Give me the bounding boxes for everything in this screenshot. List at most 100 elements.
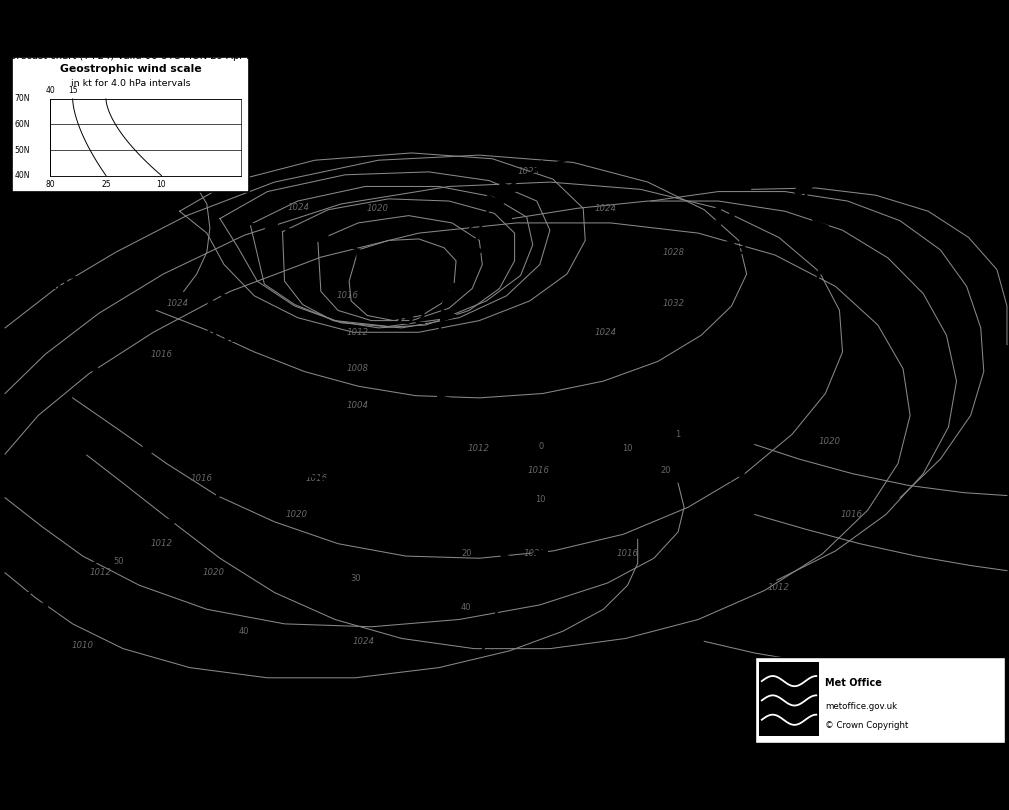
Polygon shape bbox=[806, 309, 820, 318]
Polygon shape bbox=[500, 512, 517, 522]
Text: 50N: 50N bbox=[14, 146, 29, 155]
Polygon shape bbox=[469, 480, 487, 491]
Text: H: H bbox=[205, 293, 229, 322]
Text: 1031: 1031 bbox=[193, 327, 241, 346]
Polygon shape bbox=[502, 554, 519, 565]
Text: L: L bbox=[410, 424, 428, 453]
Text: © Crown Copyright: © Crown Copyright bbox=[825, 721, 909, 731]
Text: Met Office: Met Office bbox=[825, 678, 882, 688]
Text: L: L bbox=[90, 353, 108, 382]
Polygon shape bbox=[806, 309, 820, 318]
Text: metoffice.gov.uk: metoffice.gov.uk bbox=[825, 702, 897, 711]
Text: 10: 10 bbox=[156, 180, 166, 189]
Polygon shape bbox=[44, 576, 61, 586]
Polygon shape bbox=[644, 142, 656, 154]
Polygon shape bbox=[498, 534, 515, 545]
Polygon shape bbox=[438, 395, 454, 407]
Text: 1024: 1024 bbox=[352, 637, 374, 646]
FancyBboxPatch shape bbox=[755, 658, 1005, 744]
Polygon shape bbox=[380, 258, 396, 268]
Polygon shape bbox=[502, 578, 519, 589]
Polygon shape bbox=[292, 472, 310, 482]
Polygon shape bbox=[105, 547, 120, 557]
Polygon shape bbox=[491, 623, 509, 635]
Polygon shape bbox=[75, 561, 90, 571]
Text: 1016: 1016 bbox=[528, 467, 550, 475]
Text: 1016: 1016 bbox=[840, 510, 863, 519]
Text: 40: 40 bbox=[461, 603, 471, 612]
Polygon shape bbox=[41, 454, 52, 465]
Polygon shape bbox=[10, 590, 26, 600]
Polygon shape bbox=[419, 284, 432, 292]
Polygon shape bbox=[264, 220, 277, 232]
Polygon shape bbox=[724, 147, 739, 158]
Text: L: L bbox=[60, 241, 78, 269]
Text: 1028: 1028 bbox=[663, 248, 685, 257]
Text: 1010: 1010 bbox=[72, 642, 94, 650]
Text: 1015: 1015 bbox=[44, 275, 93, 293]
Polygon shape bbox=[133, 532, 148, 543]
Text: 1020: 1020 bbox=[286, 510, 308, 519]
Polygon shape bbox=[818, 265, 832, 275]
Polygon shape bbox=[499, 182, 517, 192]
Polygon shape bbox=[356, 250, 370, 258]
Polygon shape bbox=[491, 623, 509, 635]
Polygon shape bbox=[815, 221, 828, 231]
Text: 1016: 1016 bbox=[150, 350, 173, 359]
Text: 1033: 1033 bbox=[700, 240, 749, 258]
Polygon shape bbox=[486, 195, 504, 205]
Polygon shape bbox=[480, 497, 497, 509]
Text: 40N: 40N bbox=[14, 171, 29, 180]
Polygon shape bbox=[427, 497, 445, 505]
Polygon shape bbox=[215, 486, 231, 496]
Text: 50: 50 bbox=[114, 556, 124, 565]
Text: 1019: 1019 bbox=[700, 398, 749, 416]
Text: 1020: 1020 bbox=[366, 204, 388, 213]
Polygon shape bbox=[314, 230, 328, 241]
Polygon shape bbox=[469, 228, 488, 236]
Text: 40: 40 bbox=[239, 627, 249, 636]
Polygon shape bbox=[209, 448, 220, 460]
Polygon shape bbox=[508, 588, 525, 597]
Polygon shape bbox=[395, 491, 413, 501]
Polygon shape bbox=[818, 243, 832, 253]
Text: 10: 10 bbox=[536, 496, 546, 505]
Text: 1020: 1020 bbox=[203, 569, 225, 578]
Polygon shape bbox=[795, 185, 812, 196]
Text: L: L bbox=[39, 595, 58, 623]
Text: 1: 1 bbox=[675, 430, 681, 439]
Polygon shape bbox=[585, 147, 598, 159]
Text: 1016: 1016 bbox=[336, 292, 358, 301]
Polygon shape bbox=[324, 480, 342, 489]
Polygon shape bbox=[442, 309, 458, 322]
Polygon shape bbox=[613, 144, 626, 156]
Text: 1016: 1016 bbox=[616, 549, 639, 558]
Polygon shape bbox=[446, 282, 465, 290]
Text: 1012: 1012 bbox=[150, 539, 173, 548]
Text: 25: 25 bbox=[101, 180, 111, 189]
Polygon shape bbox=[75, 448, 86, 460]
Text: 1024: 1024 bbox=[166, 299, 189, 308]
Text: 10: 10 bbox=[623, 445, 633, 454]
Text: 1024: 1024 bbox=[710, 494, 759, 512]
Polygon shape bbox=[160, 518, 177, 528]
FancyBboxPatch shape bbox=[759, 662, 819, 736]
Text: 0: 0 bbox=[538, 442, 544, 451]
Text: 20: 20 bbox=[461, 549, 471, 558]
Polygon shape bbox=[525, 526, 542, 535]
Polygon shape bbox=[522, 575, 539, 585]
Polygon shape bbox=[442, 417, 459, 428]
Polygon shape bbox=[143, 443, 153, 454]
Polygon shape bbox=[188, 502, 204, 512]
Text: 15: 15 bbox=[68, 86, 78, 95]
Text: L: L bbox=[892, 130, 910, 158]
Text: L: L bbox=[715, 364, 734, 391]
Text: 80: 80 bbox=[45, 180, 55, 189]
Text: 1024: 1024 bbox=[288, 203, 310, 212]
Polygon shape bbox=[359, 485, 377, 495]
Text: in kt for 4.0 hPa intervals: in kt for 4.0 hPa intervals bbox=[71, 79, 191, 87]
Text: Geostrophic wind scale: Geostrophic wind scale bbox=[60, 64, 202, 74]
Text: L: L bbox=[400, 276, 418, 304]
Polygon shape bbox=[769, 162, 784, 173]
Polygon shape bbox=[436, 352, 452, 363]
